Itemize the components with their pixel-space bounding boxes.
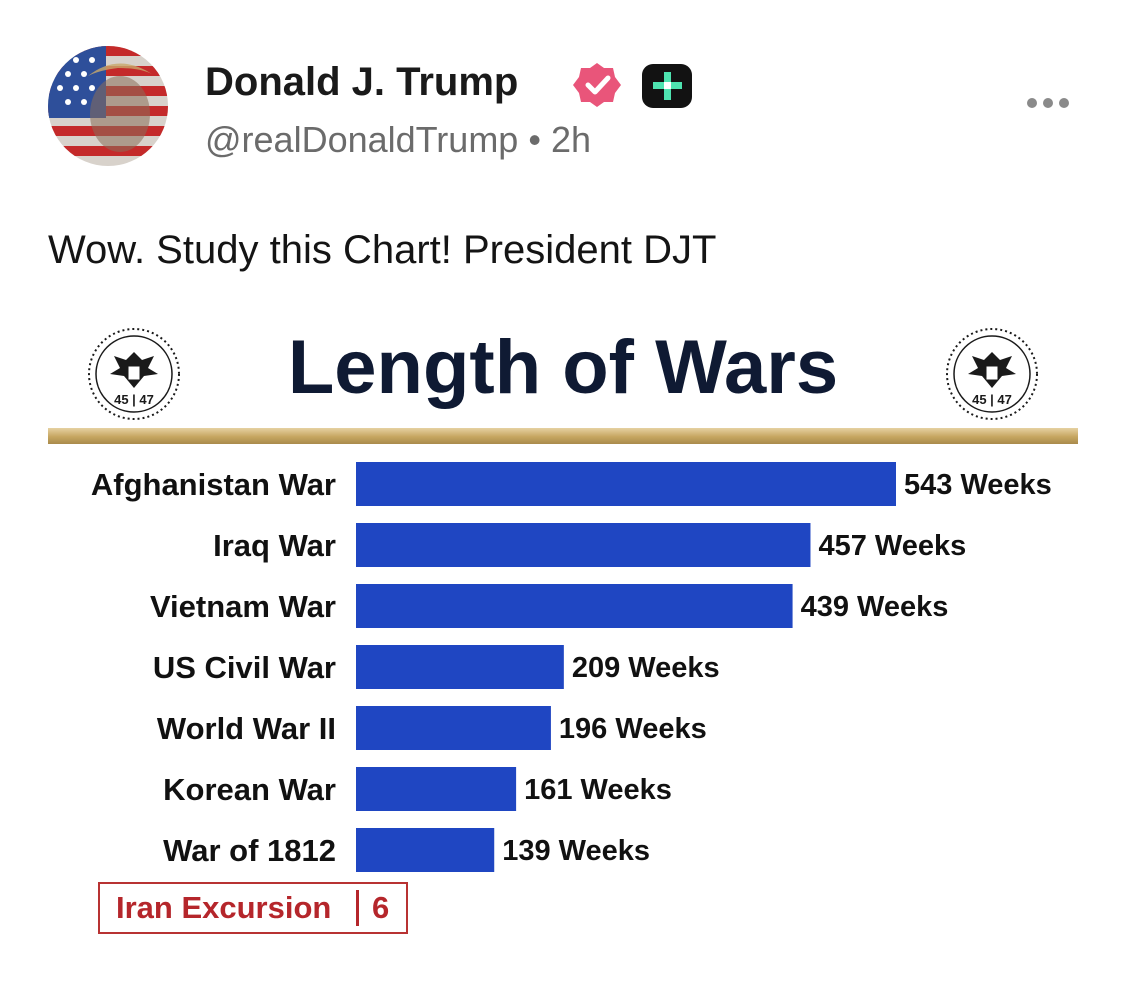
seal-text: 45 | 47 xyxy=(114,392,154,407)
bar xyxy=(356,645,564,689)
more-options-icon[interactable] xyxy=(1024,90,1072,116)
bar xyxy=(356,523,811,567)
post-text: Wow. Study this Chart! President DJT xyxy=(48,228,717,272)
category-label: Vietnam War xyxy=(150,589,336,624)
value-label: 209 Weeks xyxy=(572,652,720,684)
author-name[interactable]: Donald J. Trump xyxy=(205,60,519,104)
post-time[interactable]: 2h xyxy=(550,119,592,160)
author-handle[interactable]: @realDonaldTrump xyxy=(205,119,519,160)
value-label: 543 Weeks xyxy=(904,469,1052,501)
chart-title: Length of Wars xyxy=(287,325,839,410)
bar-chart: Afghanistan War 543 Weeks Iraq War 457 Week… xyxy=(91,462,1052,872)
author-avatar[interactable] xyxy=(48,46,168,166)
bar xyxy=(356,462,896,506)
presidential-seal-icon: 45 | 47 xyxy=(946,328,1038,420)
avatar-flag-portrait-icon xyxy=(48,46,168,166)
value-label: 439 Weeks xyxy=(801,591,949,623)
value-label: 139 Weeks xyxy=(502,835,650,867)
value-label: 161 Weeks xyxy=(524,774,672,806)
callout-divider xyxy=(356,890,359,926)
meta-separator: • xyxy=(528,119,541,160)
bar xyxy=(356,828,495,872)
category-label: War of 1812 xyxy=(163,833,336,868)
post-image-chart[interactable]: 45 | 47 45 | 47 Length of Wars Afghanist… xyxy=(48,312,1078,952)
post-meta: @realDonaldTrump • 2h xyxy=(205,118,591,162)
callout-label: Iran Excursion xyxy=(116,890,332,925)
bar xyxy=(356,584,793,628)
category-label: World War II xyxy=(157,711,336,746)
bar xyxy=(356,767,517,811)
iran-excursion-callout: Iran Excursion 6 xyxy=(98,882,408,934)
category-label: US Civil War xyxy=(153,650,336,685)
plus-badge-icon xyxy=(640,62,694,110)
title-divider xyxy=(48,428,1078,444)
value-label: 457 Weeks xyxy=(818,530,966,562)
presidential-seal-icon: 45 | 47 xyxy=(88,328,180,420)
value-label: 196 Weeks xyxy=(559,713,707,745)
callout-value: 6 xyxy=(372,890,390,925)
category-label: Korean War xyxy=(163,772,336,807)
seal-text: 45 | 47 xyxy=(972,392,1012,407)
category-label: Iraq War xyxy=(213,528,336,563)
bar xyxy=(356,706,551,750)
verified-badge-icon xyxy=(568,60,626,110)
category-label: Afghanistan War xyxy=(91,467,336,502)
